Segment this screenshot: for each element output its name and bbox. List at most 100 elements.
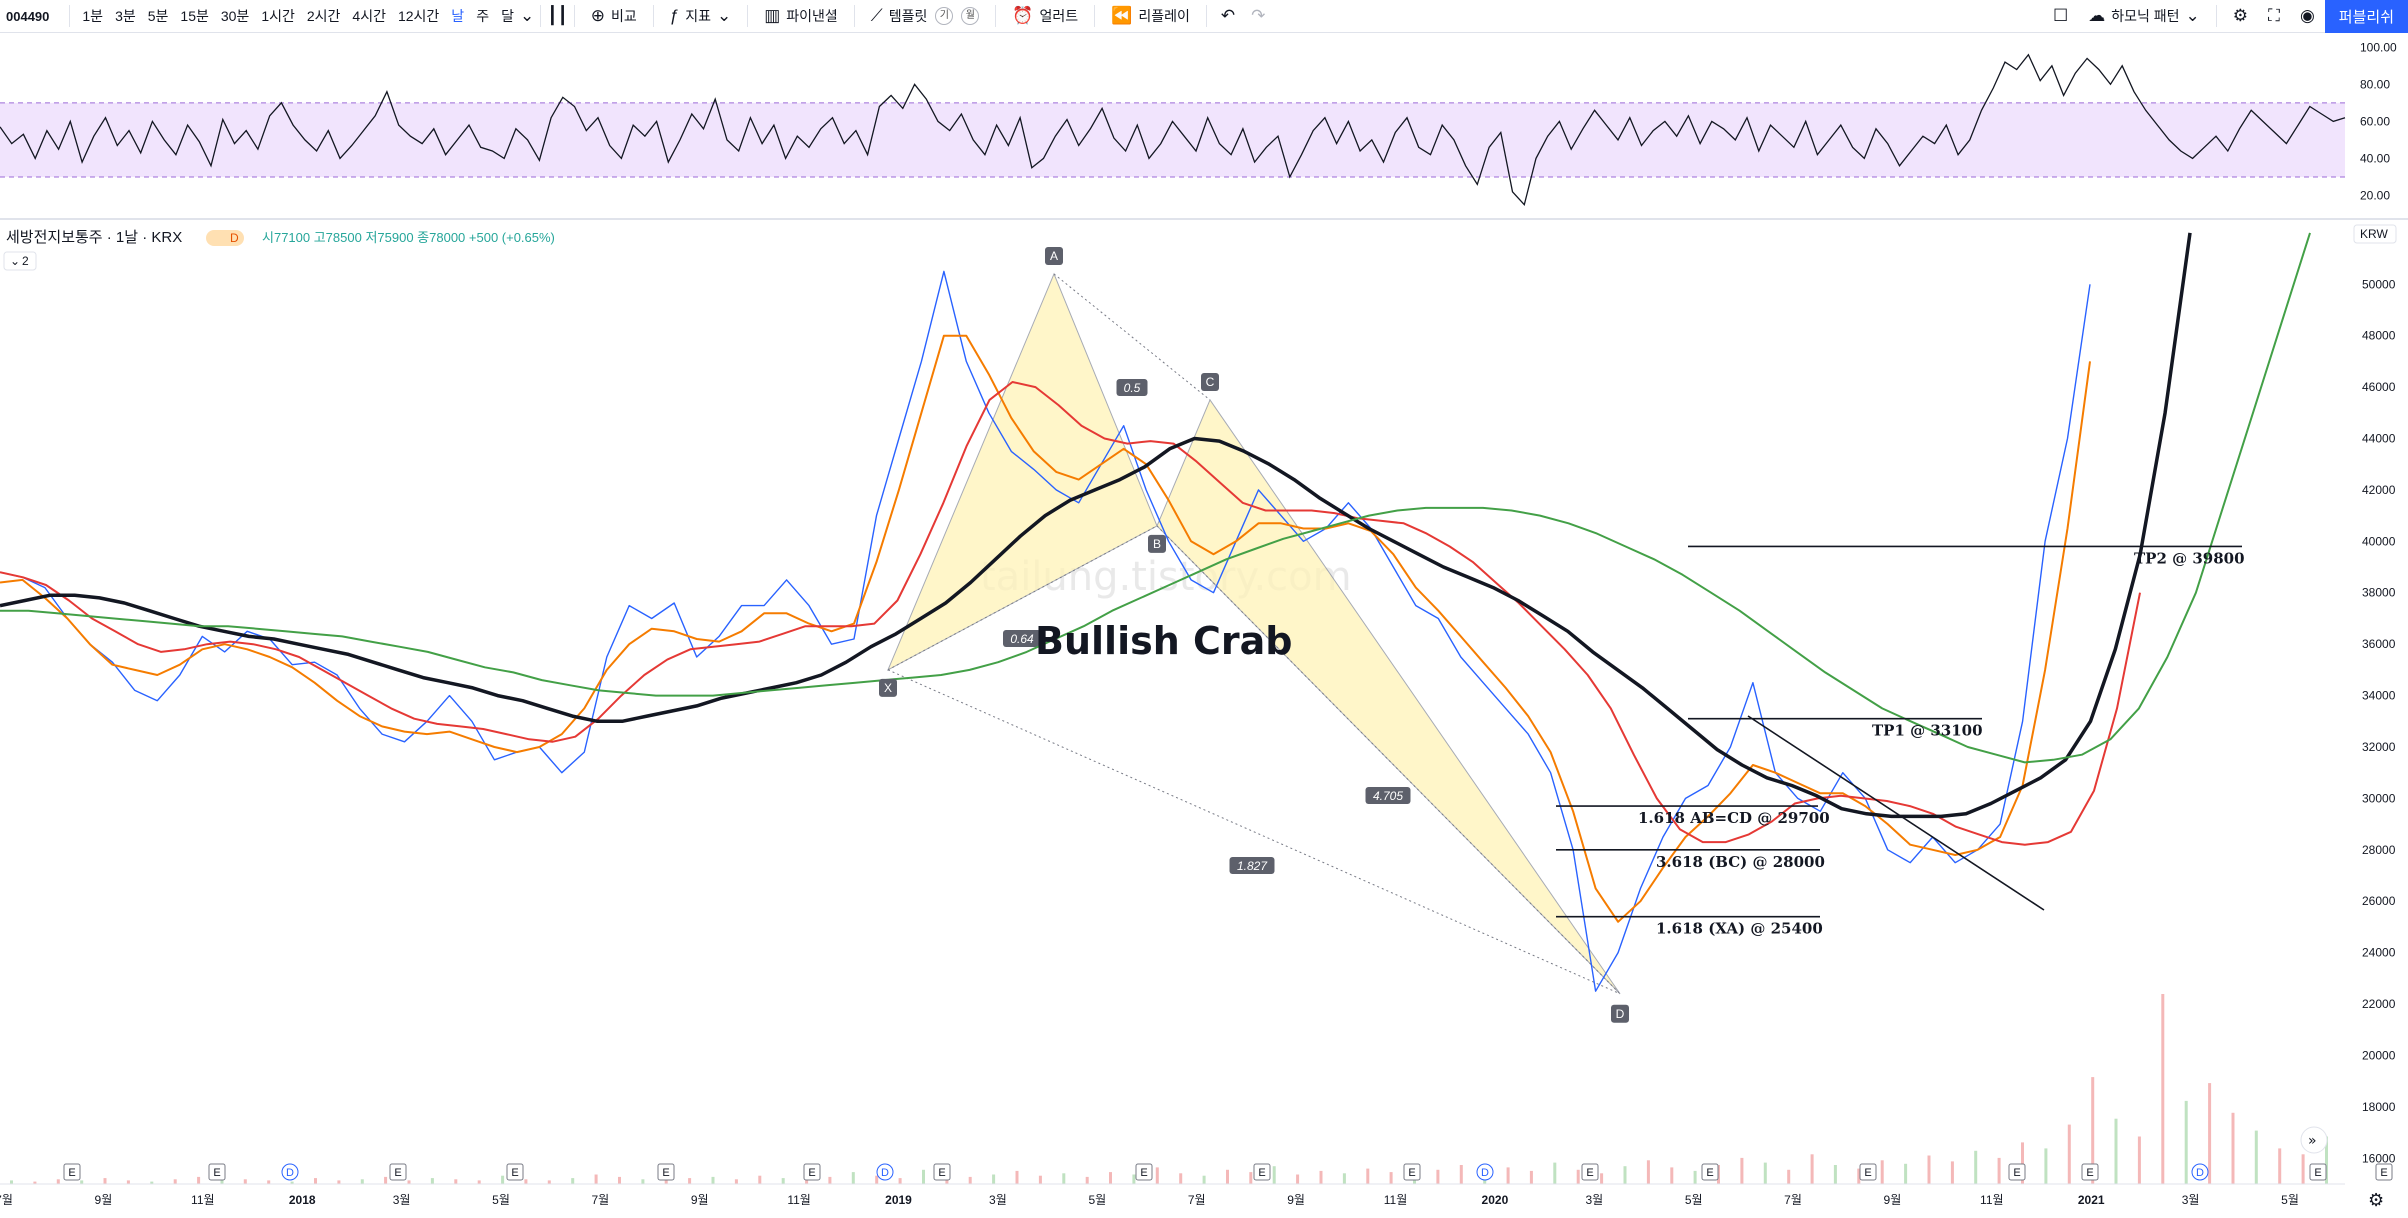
earnings-marker[interactable] (933, 1163, 951, 1181)
replay-button[interactable]: ⏪ 리플레이 (1101, 0, 1200, 33)
interval-4h[interactable]: 4시간 (352, 8, 386, 24)
interval-week[interactable]: 주 (476, 8, 490, 24)
point-box-d[interactable] (1611, 1004, 1629, 1023)
point-box-b[interactable] (1148, 534, 1166, 553)
interval-2h[interactable]: 2시간 (306, 8, 341, 24)
time-tick-year: 2019 (885, 1193, 912, 1207)
earnings-marker[interactable] (63, 1163, 81, 1181)
volume-bar (1880, 1160, 1884, 1185)
target-levels[interactable]: TP2 @ 39800 TP1 @ 33100 1.618 AB=CD @ 2970… (1556, 545, 2245, 938)
legend-title[interactable]: 세방전지보통주 · 1날 · KRX (6, 229, 182, 246)
earnings-marker[interactable] (1859, 1163, 1877, 1181)
template-badge-left[interactable]: 기 (935, 7, 954, 25)
volume-bar (1763, 1162, 1767, 1184)
legend-collapse-count: 2 (22, 254, 29, 268)
toolbar-divider (1205, 5, 1207, 27)
earnings-marker[interactable] (2008, 1163, 2026, 1181)
dividend-marker[interactable] (1476, 1163, 1494, 1181)
pattern-triangle-xab[interactable] (886, 272, 1158, 671)
currency-box[interactable] (2353, 224, 2397, 244)
chevron-down-icon[interactable]: ⌄ (519, 6, 535, 25)
alert-button[interactable]: ⏰ 얼러트 (1002, 0, 1088, 33)
fullscreen-icon[interactable]: ⛶ (2268, 6, 2280, 25)
earnings-marker[interactable] (1253, 1163, 1271, 1181)
templates-button[interactable]: ⟋ 템플릿 기 월 (861, 0, 990, 33)
ratio-box-bd[interactable] (1365, 787, 1411, 804)
toolbar-divider (652, 5, 654, 27)
layout-square-icon[interactable]: ☐ (2053, 6, 2069, 25)
harmonic-pattern-button[interactable]: ☁ 하모닉 패턴 ⌄ (2078, 0, 2210, 33)
settings-gear-icon[interactable]: ⚙ (2368, 1190, 2384, 1211)
earnings-marker[interactable] (657, 1163, 675, 1181)
interval-5m[interactable]: 5분 (147, 8, 169, 24)
gear-icon[interactable]: ⚙ (2232, 6, 2249, 25)
trendline[interactable] (1747, 715, 2045, 911)
dividend-marker[interactable] (2191, 1163, 2209, 1181)
redo-icon[interactable]: ↷ (1251, 6, 1266, 25)
earnings-marker[interactable] (2081, 1163, 2099, 1181)
interval-day[interactable]: 날 (451, 8, 465, 24)
earnings-marker[interactable] (1403, 1163, 1421, 1181)
time-tick-label: 5월 (2281, 1193, 2299, 1207)
earnings-marker[interactable] (1135, 1163, 1153, 1181)
harmonic-pattern[interactable]: 0.64 0.5 4.705 1.827 (886, 272, 1621, 995)
price-tick-label: 24000 (2362, 946, 2396, 960)
interval-month[interactable]: 달 (501, 8, 514, 24)
scroll-right-button[interactable] (2300, 1126, 2328, 1154)
chart-canvas[interactable]: 100.00 80.00 60.00 40.00 20.00 세방전지보통주 · 1날 … (0, 34, 2408, 1218)
rsi-line (0, 53, 2346, 207)
time-tick-label: 3월 (1585, 1193, 1603, 1207)
earnings-marker[interactable] (208, 1163, 226, 1181)
interval-15m[interactable]: 15분 (180, 8, 209, 24)
volume-bar (1226, 1169, 1229, 1185)
compare-button[interactable]: ⊕ 비교 (581, 0, 647, 33)
symbol-search[interactable]: 004490 (6, 8, 50, 24)
financials-button[interactable]: ▥ 파이낸셜 (754, 0, 848, 33)
undo-icon[interactable]: ↶ (1220, 6, 1236, 25)
ratio-box-xb[interactable] (1003, 630, 1041, 647)
dividend-marker[interactable] (876, 1163, 894, 1181)
legend-d-badge-box[interactable] (206, 230, 244, 246)
point-box-a[interactable] (1045, 246, 1063, 265)
earnings-marker[interactable] (506, 1163, 524, 1181)
volume-bar (126, 1180, 130, 1184)
point-box-x[interactable] (879, 678, 897, 697)
earnings-marker[interactable] (1581, 1163, 1599, 1181)
publish-button[interactable]: 퍼블리쉬 (2324, 0, 2408, 33)
rsi-pane: 100.00 80.00 60.00 40.00 20.00 (0, 40, 2397, 207)
interval-3m[interactable]: 3분 (115, 8, 136, 24)
price-tick-label: 20000 (2362, 1048, 2396, 1062)
point-box-c[interactable] (1201, 372, 1219, 391)
earnings-marker[interactable] (389, 1163, 407, 1181)
legend-collapse-box[interactable] (3, 251, 37, 271)
earnings-marker[interactable] (803, 1163, 821, 1181)
pattern-triangle-bcd[interactable] (1156, 398, 1621, 995)
volume-bar (10, 1180, 13, 1184)
interval-1h[interactable]: 1시간 (261, 8, 295, 24)
point-label-d: D (1616, 1007, 1625, 1021)
legend-collapse-chevron: ⌄ (10, 254, 20, 268)
time-tick-year: 2020 (1482, 1193, 1509, 1207)
price-tick-label: 42000 (2362, 483, 2396, 497)
camera-icon[interactable]: ◉ (2299, 6, 2315, 25)
interval-30m[interactable]: 30분 (220, 8, 250, 24)
candlestick-icon[interactable]: ┃┃ (547, 6, 568, 25)
indicators-button[interactable]: ƒ 지표 ⌄ (660, 0, 741, 33)
earnings-marker[interactable] (2375, 1163, 2393, 1181)
price-axis[interactable]: 5200050000480004600044000420004000038000… (2362, 226, 2396, 1165)
earnings-marker[interactable] (1701, 1163, 1719, 1181)
ma-fast-line (0, 334, 2091, 923)
template-badge-right[interactable]: 월 (961, 7, 980, 25)
dividend-marker[interactable] (281, 1163, 299, 1181)
interval-12h[interactable]: 12시간 (397, 8, 440, 24)
ratio-box-xd[interactable] (1229, 857, 1275, 874)
ratio-box-ac[interactable] (1116, 379, 1148, 396)
volume-bar (197, 1176, 201, 1184)
interval-1m[interactable]: 1분 (82, 8, 104, 24)
earnings-marker[interactable] (2309, 1163, 2327, 1181)
function-icon: ƒ (669, 6, 680, 25)
time-axis[interactable]: 7월 9월 11월 2018 3월 5월 7월 9월 11월 2019 3월 5월 7월 9월 11월 202… (0, 1193, 2299, 1207)
volume-bar (2021, 1142, 2024, 1184)
volume-bar (1740, 1157, 1744, 1184)
